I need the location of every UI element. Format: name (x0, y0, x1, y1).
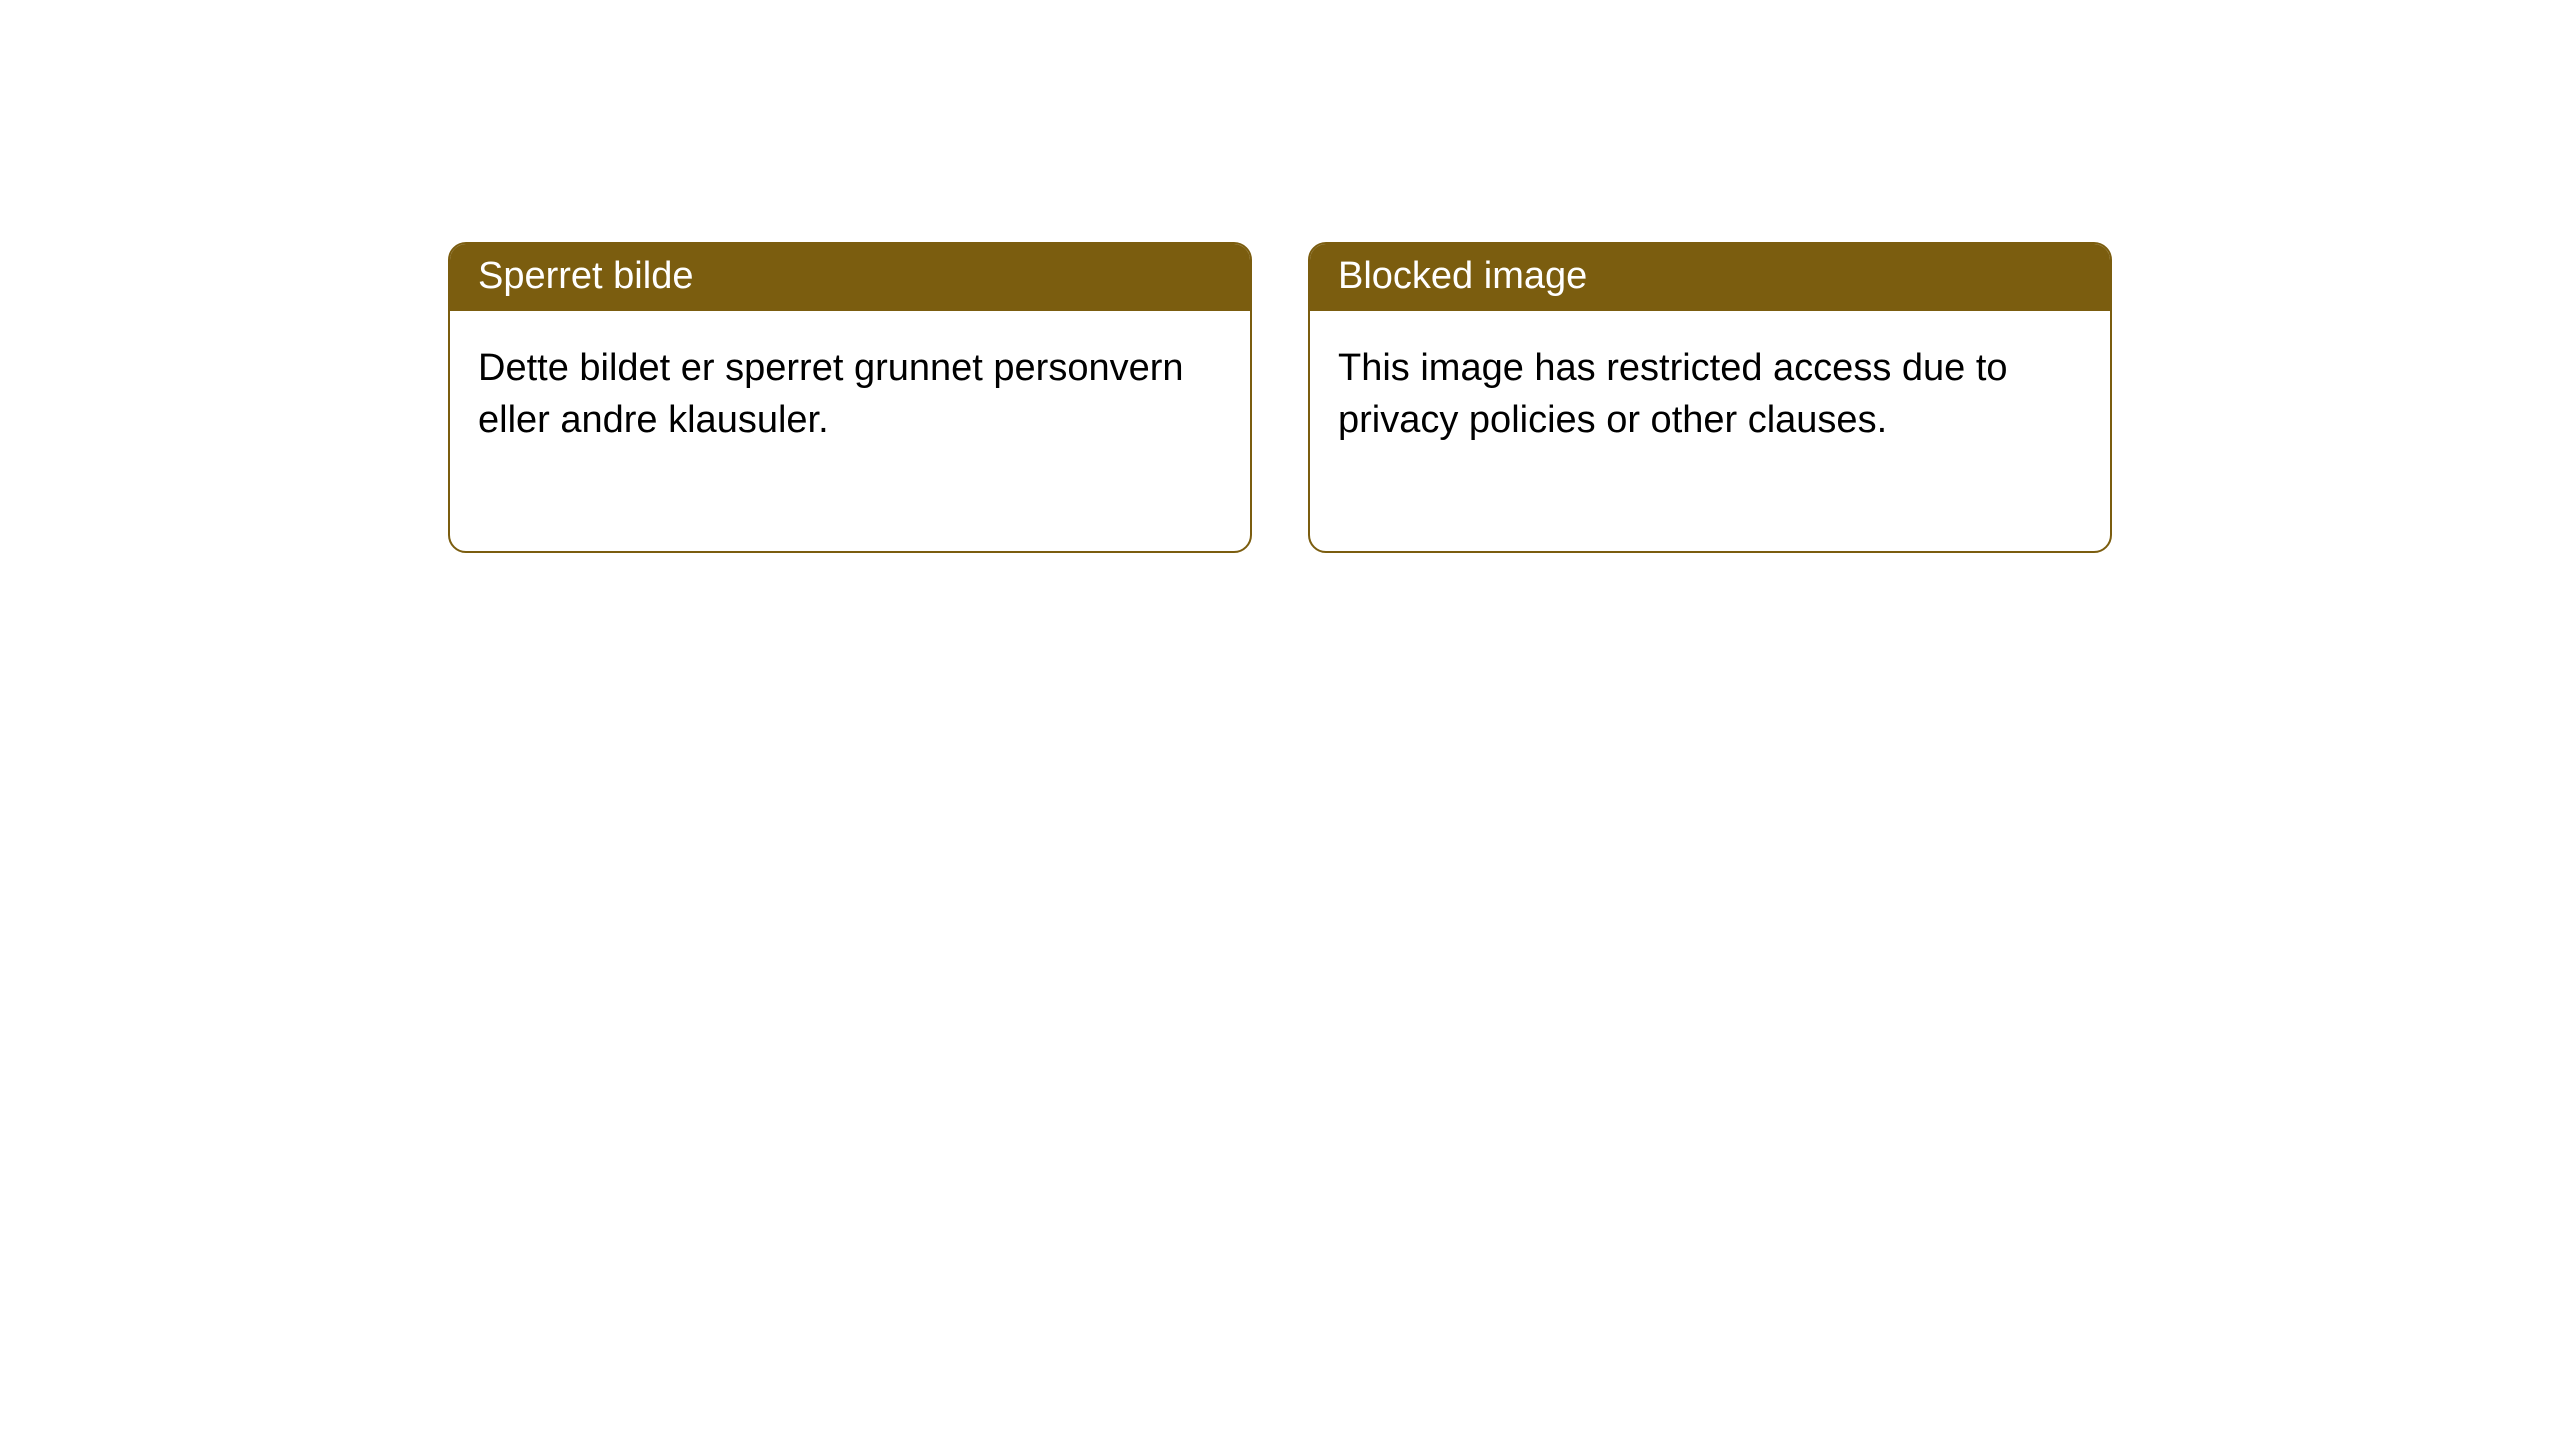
notice-card-english: Blocked image This image has restricted … (1308, 242, 2112, 553)
notice-header: Sperret bilde (450, 244, 1250, 311)
notice-body-text: Dette bildet er sperret grunnet personve… (478, 347, 1184, 440)
notice-header: Blocked image (1310, 244, 2110, 311)
notice-body-text: This image has restricted access due to … (1338, 347, 2008, 440)
notice-body: This image has restricted access due to … (1310, 311, 2110, 551)
notice-title: Sperret bilde (478, 255, 693, 297)
notice-card-norwegian: Sperret bilde Dette bildet er sperret gr… (448, 242, 1252, 553)
notice-body: Dette bildet er sperret grunnet personve… (450, 311, 1250, 551)
notice-title: Blocked image (1338, 255, 1587, 297)
notice-container: Sperret bilde Dette bildet er sperret gr… (0, 0, 2560, 553)
